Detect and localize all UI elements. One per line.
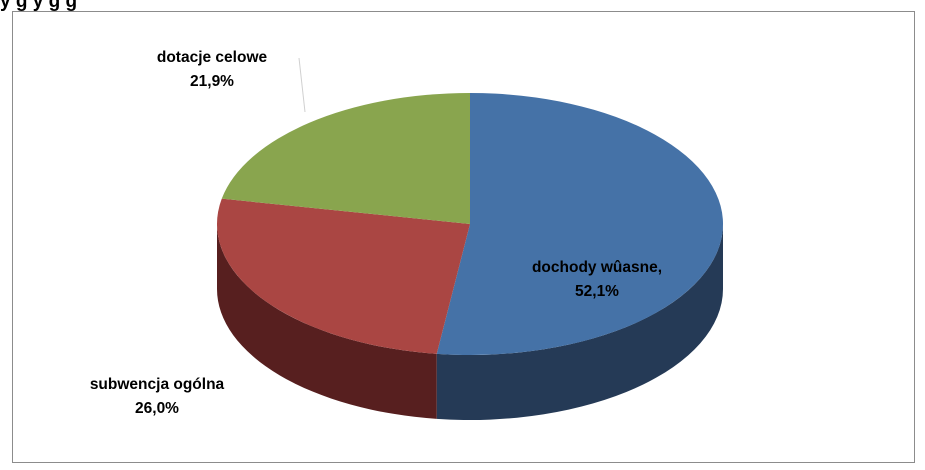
- label-leader-line: [298, 57, 306, 113]
- slice-value-subwencja-og-lna: 26,0%: [135, 400, 179, 417]
- pie-slice-side-subwencja-og-lna: [217, 224, 437, 419]
- pie-slice-side-dochody-w-asne: [436, 224, 723, 420]
- pie-slice-dotacje-celowe: [221, 93, 470, 224]
- slice-value-dochody-w-asne: 52,1%: [575, 283, 619, 300]
- slice-label-subwencja-og-lna: subwencja ogólna: [90, 376, 225, 393]
- slice-label-dochody-w-asne: dochody wûasne,: [532, 259, 662, 276]
- chart-area: [12, 11, 915, 463]
- slice-value-dotacje-celowe: 21,9%: [190, 73, 234, 90]
- pie-slice-dochody-w-asne: [436, 93, 724, 356]
- pie-slice-subwencja-og-lna: [216, 198, 470, 354]
- chart-title: y g y g g: [0, 0, 78, 12]
- slice-label-dotacje-celowe: dotacje celowe: [157, 49, 268, 66]
